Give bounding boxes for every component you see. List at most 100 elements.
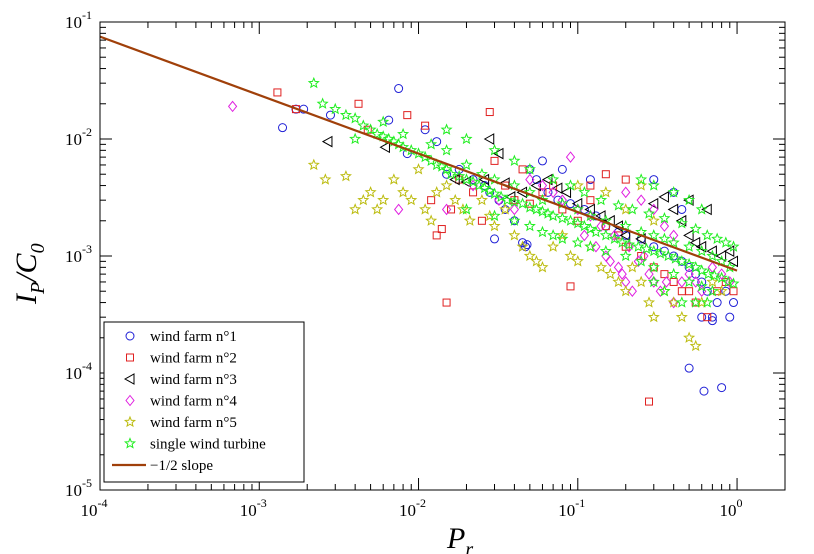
- data-point: [445, 167, 458, 180]
- data-point: [393, 203, 404, 216]
- data-point: [531, 175, 541, 185]
- data-point: [557, 164, 567, 174]
- x-tick-label: 10-2: [399, 496, 426, 520]
- data-point: [684, 363, 694, 373]
- data-point: [683, 229, 694, 242]
- data-point: [557, 194, 567, 206]
- data-point: [723, 245, 735, 258]
- data-point: [683, 257, 696, 270]
- data-point: [357, 193, 370, 206]
- data-point: [541, 173, 553, 186]
- data-point: [508, 229, 521, 241]
- data-point: [660, 270, 669, 279]
- data-point: [626, 260, 639, 273]
- data-point: [449, 193, 462, 206]
- data-point: [608, 232, 621, 245]
- legend-label: wind farm n°5: [150, 415, 237, 431]
- data-point: [354, 99, 363, 108]
- data-point: [635, 173, 648, 185]
- data-point: [635, 179, 648, 191]
- data-point: [699, 386, 709, 396]
- data-point: [425, 138, 438, 150]
- plot-area: [99, 35, 740, 406]
- legend-marker: [125, 331, 135, 341]
- data-point: [541, 207, 555, 219]
- data-point: [677, 287, 686, 296]
- data-point: [647, 214, 660, 226]
- data-point: [316, 97, 329, 109]
- data-point: [635, 255, 648, 267]
- data-point: [449, 173, 460, 186]
- data-point: [273, 88, 282, 97]
- data-point: [645, 397, 654, 406]
- data-point: [321, 135, 333, 148]
- legend-marker: [123, 373, 135, 385]
- data-point: [403, 111, 412, 120]
- data-point: [364, 185, 377, 198]
- data-point: [675, 310, 688, 323]
- data-point: [613, 261, 624, 274]
- data-point: [623, 238, 636, 250]
- data-point: [619, 249, 632, 262]
- series-5: [307, 76, 740, 308]
- data-point: [463, 214, 476, 226]
- data-point: [307, 76, 320, 89]
- data-point: [547, 240, 560, 252]
- data-point: [508, 214, 521, 226]
- data-point: [658, 211, 671, 224]
- data-point: [619, 219, 632, 232]
- data-point: [712, 298, 722, 308]
- data-point: [523, 249, 536, 262]
- data-point: [473, 179, 486, 191]
- data-point: [377, 130, 390, 142]
- data-point: [430, 185, 443, 198]
- data-point: [440, 179, 453, 191]
- data-point: [467, 175, 480, 188]
- data-point: [647, 275, 660, 288]
- data-point: [727, 277, 740, 289]
- data-point: [453, 169, 466, 182]
- data-point: [421, 121, 430, 130]
- data-point: [508, 154, 521, 167]
- x-axis-title-main: P: [446, 522, 465, 554]
- data-point: [478, 181, 491, 194]
- data-point: [371, 127, 384, 140]
- data-point: [441, 203, 452, 216]
- data-point: [530, 255, 543, 267]
- data-point: [717, 383, 727, 393]
- data-point: [675, 214, 687, 227]
- data-point: [716, 268, 727, 280]
- data-point: [485, 108, 494, 117]
- data-point: [437, 225, 446, 234]
- data-point: [659, 220, 670, 232]
- data-point: [654, 247, 667, 259]
- data-point: [669, 277, 678, 286]
- legend-marker: [126, 353, 134, 362]
- data-point: [661, 276, 672, 288]
- data-point: [635, 275, 648, 288]
- data-point: [677, 204, 687, 214]
- data-point: [488, 187, 501, 199]
- legend: wind farm n°1 wind farm n°2 wind farm n°3 w…: [103, 321, 305, 483]
- data-point: [460, 158, 473, 171]
- data-point: [589, 225, 602, 238]
- data-point: [432, 137, 442, 147]
- legend-label: wind farm n°2: [150, 351, 237, 367]
- data-point: [595, 193, 608, 206]
- data-point: [719, 236, 732, 248]
- data-point: [727, 240, 740, 252]
- data-point: [440, 163, 453, 175]
- slope-line: [99, 35, 738, 272]
- data-point: [566, 282, 575, 291]
- data-point: [564, 249, 577, 262]
- data-point: [432, 231, 441, 240]
- data-point: [547, 229, 560, 241]
- data-point: [729, 298, 739, 308]
- data-point: [488, 209, 501, 222]
- data-point: [667, 203, 679, 216]
- data-point: [488, 143, 501, 156]
- y-axis-title-main2: /C: [10, 252, 43, 283]
- data-point: [523, 201, 536, 213]
